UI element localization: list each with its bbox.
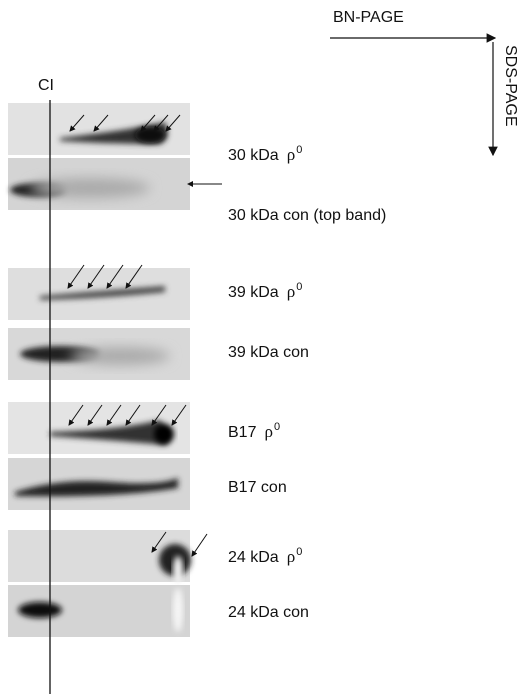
band xyxy=(40,286,165,300)
label-text: 24 kDa xyxy=(228,549,279,566)
band xyxy=(50,420,169,445)
band xyxy=(18,602,62,618)
label-text: 30 kDa con (top band) xyxy=(228,207,386,224)
band xyxy=(154,424,174,444)
rho-symbol: ρ xyxy=(287,547,295,566)
panel-label: 30 kDa con (top band) xyxy=(228,207,386,224)
band xyxy=(15,478,178,497)
panel-label: 39 kDa ρ0 xyxy=(228,281,302,301)
band xyxy=(30,178,150,198)
band xyxy=(70,347,170,365)
pointer-arrows xyxy=(67,114,222,557)
rho-symbol: ρ xyxy=(264,422,272,441)
band xyxy=(173,588,183,632)
superscript: 0 xyxy=(296,144,302,156)
ci-label: CI xyxy=(38,77,54,94)
label-text: B17 con xyxy=(228,479,287,496)
panel-label: 39 kDa con xyxy=(228,344,309,361)
label-text: 39 kDa con xyxy=(228,344,309,361)
panel-label: 24 kDa con xyxy=(228,604,309,621)
label-text: 30 kDa xyxy=(228,147,279,164)
superscript: 0 xyxy=(296,281,302,293)
label-text: B17 xyxy=(228,424,257,441)
label-text: 39 kDa xyxy=(228,284,279,301)
rho-symbol: ρ xyxy=(287,145,295,164)
sds-page-label: SDS-PAGE xyxy=(502,45,519,127)
superscript: 0 xyxy=(274,421,280,433)
superscript: 0 xyxy=(296,546,302,558)
panel-label: 24 kDa ρ0 xyxy=(228,546,302,566)
label-text: 24 kDa con xyxy=(228,604,309,621)
panel-label: 30 kDa ρ0 xyxy=(228,144,302,164)
band xyxy=(135,127,165,143)
panel-label: B17 con xyxy=(228,479,287,496)
panel-label: B17 ρ0 xyxy=(228,421,280,441)
band xyxy=(173,556,183,584)
blot-panels xyxy=(8,103,191,637)
rho-symbol: ρ xyxy=(287,282,295,301)
bn-page-label: BN-PAGE xyxy=(333,9,404,26)
